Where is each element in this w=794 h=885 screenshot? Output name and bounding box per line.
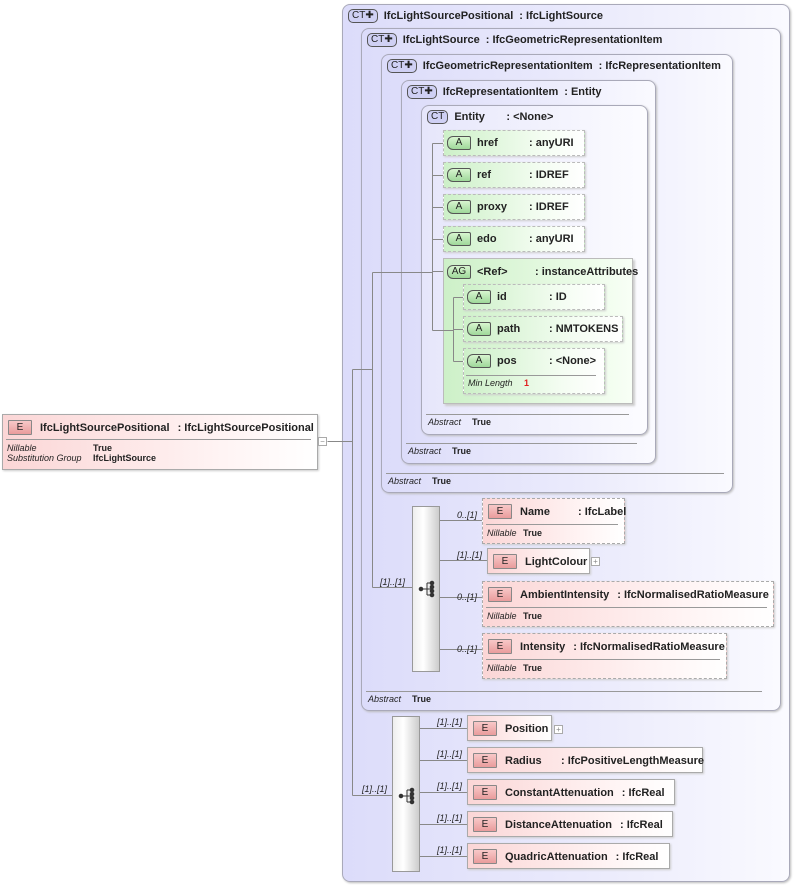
complex-type-icon: CT [427,110,449,124]
ct-name: IfcGeometricRepresentationItem [422,60,593,72]
ct-type: : Entity [564,86,602,98]
attribute-icon: A [447,232,471,246]
multiplicity-label: 0..[1] [457,510,478,520]
ct-name: IfcRepresentationItem [442,86,559,98]
collapse-toggle[interactable]: − [318,437,327,446]
abstract-property: Abstract True [428,417,492,427]
ct-type: : IfcLightSource [519,10,604,22]
sequence-compositor[interactable] [412,506,440,672]
complex-type-icon[interactable]: CT✚ [387,59,417,73]
multiplicity-label: [1]..[1] [457,550,483,560]
attribute-icon: A [467,290,491,304]
multiplicity-label: [1]..[1] [437,749,463,759]
expand-toggle[interactable]: + [554,725,563,734]
complex-type-icon[interactable]: CT✚ [348,9,378,23]
element-icon: E [488,639,512,654]
element-icon: E [473,817,497,832]
multiplicity-label: 0..[1] [457,592,478,602]
multiplicity-label: [1]..[1] [437,781,463,791]
nillable-property: Nillable True [7,443,113,453]
sequence-compositor[interactable] [392,716,420,872]
element-distanceattenuation[interactable]: E DistanceAttenuation: IfcReal [467,811,673,837]
element-name[interactable]: E Name: IfcLabel Nillable True [482,498,626,544]
nillable-property: Nillable True [487,611,543,621]
ct-type: : <None> [506,111,554,123]
complex-type-icon[interactable]: CT✚ [407,85,437,99]
ct-name: Entity [454,111,485,123]
attribute-icon: A [467,354,491,368]
root-element-ifclightsourcepositional[interactable]: E IfcLightSourcePositional: IfcLightSourc… [2,414,318,470]
abstract-property: Abstract True [408,446,472,456]
element-position[interactable]: E Position [467,715,552,741]
multiplicity-label: [1]..[1] [437,813,463,823]
attribute-group-icon: AG [447,265,471,279]
element-icon: E [473,849,497,864]
element-icon: E [8,420,32,435]
abstract-property: Abstract True [368,694,432,704]
multiplicity-label: [1]..[1] [437,845,463,855]
element-icon: E [473,753,497,768]
attribute-icon: A [447,136,471,150]
element-icon: E [488,504,512,519]
element-intensity[interactable]: E Intensity: IfcNormalisedRatioMeasure Ni… [482,633,727,679]
element-icon: E [473,721,497,736]
nillable-property: Nillable True [487,663,543,673]
sequence-icon [398,787,415,805]
ct-type: : IfcGeometricRepresentationItem [485,34,663,46]
complex-type-icon[interactable]: CT✚ [367,33,397,47]
multiplicity-label: [1]..[1] [380,577,406,587]
element-icon: E [488,587,512,602]
substitution-group-property: Substitution Group IfcLightSource [7,453,157,463]
ct-name: IfcLightSource [402,34,480,46]
element-lightcolour[interactable]: E LightColour [487,548,590,574]
element-quadricattenuation[interactable]: E QuadricAttenuation: IfcReal [467,843,670,869]
abstract-property: Abstract True [388,476,452,486]
element-icon: E [493,554,517,569]
sequence-icon [418,580,435,598]
attribute-icon: A [447,200,471,214]
multiplicity-label: [1]..[1] [437,717,463,727]
element-radius[interactable]: E Radius: IfcPositiveLengthMeasure [467,747,704,773]
ct-type: : IfcRepresentationItem [598,60,721,72]
element-constantattenuation[interactable]: E ConstantAttenuation: IfcReal [467,779,675,805]
attribute-icon: A [467,322,491,336]
ct-name: IfcLightSourcePositional [383,10,514,22]
min-length-property: Min Length 1 [468,378,530,388]
attribute-icon: A [447,168,471,182]
nillable-property: Nillable True [487,528,543,538]
element-ambientintensity[interactable]: E AmbientIntensity: IfcNormalisedRatioMea… [482,581,774,627]
multiplicity-label: [1]..[1] [362,784,388,794]
element-icon: E [473,785,497,800]
multiplicity-label: 0..[1] [457,644,478,654]
expand-toggle[interactable]: + [591,557,600,566]
